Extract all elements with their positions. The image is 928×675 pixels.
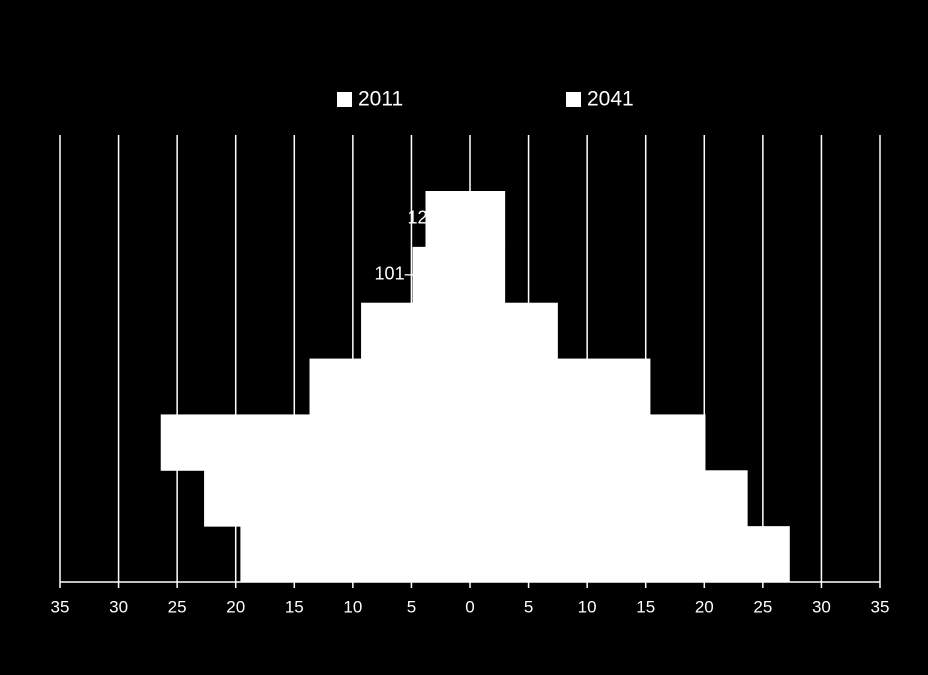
x-tick-label: 10 <box>578 597 597 616</box>
bar <box>470 191 506 248</box>
x-tick-label: 35 <box>871 597 890 616</box>
bar <box>412 246 470 304</box>
bar <box>470 358 651 415</box>
x-tick-label: 30 <box>109 597 128 616</box>
legend-label: 2041 <box>587 88 634 111</box>
category-label: 101– <box>375 264 415 284</box>
x-tick-label: 15 <box>285 597 304 616</box>
bar <box>470 526 790 583</box>
bar <box>204 470 471 527</box>
bar <box>309 358 470 415</box>
legend-swatch <box>566 92 581 107</box>
bar <box>470 302 558 360</box>
bar <box>425 191 470 248</box>
category-label: 12 <box>407 208 427 228</box>
x-tick-label: 15 <box>636 597 655 616</box>
bar <box>160 414 470 471</box>
x-tick-label: 5 <box>524 597 533 616</box>
x-tick-label: 20 <box>695 597 714 616</box>
x-tick-label: 25 <box>168 597 187 616</box>
legend-label: 2011 <box>358 88 403 111</box>
x-tick-label: 35 <box>51 597 70 616</box>
x-tick-label: 0 <box>465 597 474 616</box>
bar <box>470 470 748 527</box>
bar <box>470 414 706 471</box>
bar <box>470 246 506 304</box>
legend-swatch <box>337 92 352 107</box>
x-tick-label: 20 <box>226 597 245 616</box>
x-tick-label: 10 <box>343 597 362 616</box>
x-tick-label: 30 <box>812 597 831 616</box>
bar <box>240 526 470 583</box>
bar <box>361 302 470 360</box>
x-tick-label: 25 <box>753 597 772 616</box>
x-tick-label: 5 <box>407 597 416 616</box>
